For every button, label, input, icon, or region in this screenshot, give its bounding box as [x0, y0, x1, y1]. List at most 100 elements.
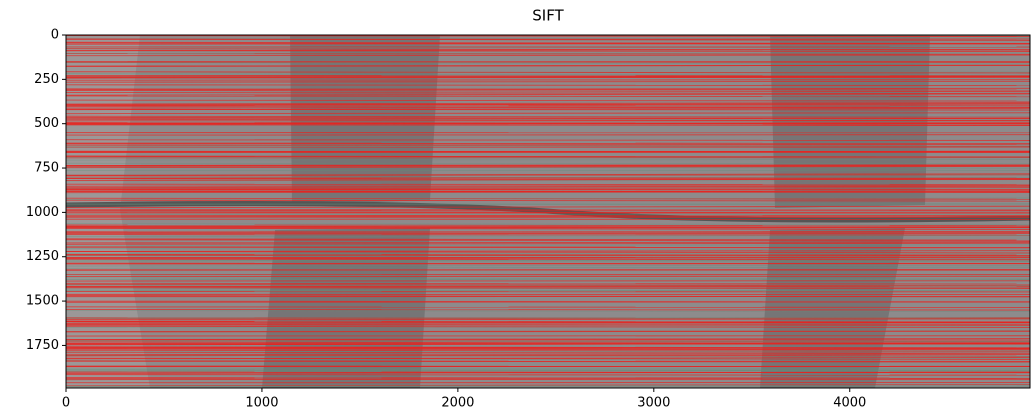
- match-line: [66, 223, 1030, 225]
- match-line: [66, 310, 1030, 312]
- match-line: [66, 103, 1030, 106]
- x-tick-label: 2000: [441, 396, 474, 411]
- match-line: [66, 224, 1030, 227]
- match-line: [66, 384, 1030, 387]
- match-line: [66, 340, 1030, 342]
- y-tick-label: 500: [34, 116, 59, 131]
- match-line: [66, 257, 1030, 260]
- match-line: [66, 318, 1030, 321]
- match-line: [66, 95, 1030, 98]
- match-line: [66, 143, 1030, 146]
- match-line: [66, 321, 1030, 323]
- match-line: [66, 255, 1030, 257]
- match-line: [66, 183, 1030, 186]
- match-line: [66, 242, 1030, 245]
- match-line: [66, 93, 1030, 96]
- match-line: [66, 264, 1030, 267]
- match-line: [66, 323, 1030, 326]
- match-line: [66, 317, 1030, 320]
- match-line: [66, 155, 1030, 158]
- match-line: [66, 352, 1030, 356]
- match-line: [66, 60, 1030, 63]
- match-line: [66, 106, 1030, 109]
- match-line: [66, 139, 1030, 141]
- match-line: [66, 241, 1030, 244]
- match-line: [66, 341, 1030, 344]
- match-line: [66, 306, 1030, 308]
- match-line: [66, 178, 1030, 181]
- match-line: [66, 102, 1030, 105]
- match-line: [66, 357, 1030, 360]
- match-line: [66, 73, 1030, 76]
- match-line: [66, 41, 1030, 44]
- match-line: [66, 369, 1030, 372]
- match-line: [66, 378, 1030, 380]
- match-line: [66, 251, 1030, 254]
- match-line: [66, 282, 1030, 285]
- match-line: [66, 84, 1030, 87]
- match-line: [66, 369, 1030, 371]
- match-line: [66, 166, 1030, 169]
- x-tick-label: 4000: [833, 396, 866, 411]
- match-line: [66, 146, 1030, 148]
- match-line: [66, 239, 1030, 242]
- match-line: [66, 179, 1030, 182]
- match-line: [66, 87, 1030, 91]
- match-line: [66, 173, 1030, 176]
- match-line: [66, 355, 1030, 357]
- match-line: [66, 79, 1030, 81]
- match-line: [66, 338, 1030, 341]
- match-line: [66, 360, 1030, 363]
- match-line: [66, 71, 1030, 74]
- match-line: [66, 75, 1030, 78]
- match-line: [66, 122, 1030, 125]
- match-line: [66, 37, 1030, 40]
- match-line: [66, 64, 1030, 67]
- match-line: [66, 92, 1030, 95]
- match-line: [66, 48, 1030, 51]
- match-line: [66, 214, 1030, 217]
- x-tick-label: 1000: [245, 396, 278, 411]
- match-line: [66, 374, 1030, 376]
- match-line: [66, 350, 1030, 353]
- match-line: [66, 164, 1030, 166]
- match-line: [66, 330, 1030, 333]
- match-line: [66, 185, 1030, 187]
- match-line: [66, 115, 1030, 118]
- match-line: [66, 230, 1030, 233]
- match-line: [66, 300, 1030, 303]
- match-line: [66, 80, 1030, 83]
- match-line: [66, 50, 1030, 52]
- match-lines: [66, 35, 1030, 387]
- match-line: [66, 112, 1030, 115]
- y-tick-label: 0: [51, 28, 59, 43]
- y-tick-label: 1500: [26, 294, 59, 309]
- match-line: [66, 248, 1030, 251]
- y-tick-label: 750: [34, 161, 59, 176]
- match-line: [66, 308, 1030, 311]
- x-tick-label: 3000: [637, 396, 670, 411]
- match-line: [66, 370, 1030, 372]
- match-line: [66, 238, 1030, 241]
- match-line: [66, 199, 1030, 202]
- match-line: [66, 99, 1030, 102]
- match-line: [66, 62, 1030, 65]
- match-line: [66, 225, 1030, 228]
- match-line: [66, 35, 1030, 38]
- match-line: [66, 358, 1030, 361]
- y-tick-label: 250: [34, 72, 59, 87]
- match-line: [66, 377, 1030, 379]
- match-line: [66, 349, 1030, 352]
- chart-title: SIFT: [532, 7, 564, 25]
- match-line: [66, 118, 1030, 122]
- match-line: [66, 244, 1030, 247]
- axes-frame: [65, 34, 1031, 389]
- match-line: [66, 277, 1030, 280]
- image-area: [66, 35, 1030, 388]
- match-line: [66, 235, 1030, 237]
- match-line: [66, 89, 1030, 93]
- match-line: [66, 162, 1030, 165]
- match-line: [66, 234, 1030, 236]
- match-line: [66, 52, 1030, 54]
- match-line: [66, 252, 1030, 255]
